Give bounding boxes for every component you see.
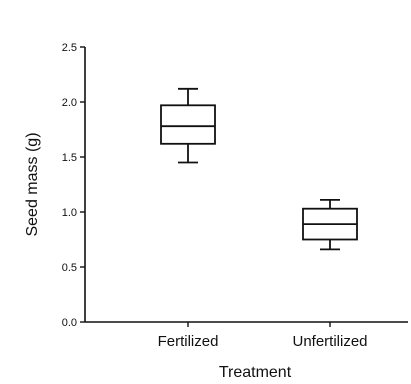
y-tick-label: 0.0 <box>62 317 77 329</box>
y-ticks: 0.0 0.5 1.0 1.5 2.0 2.5 <box>62 42 85 329</box>
y-tick-label: 1.0 <box>62 207 77 219</box>
box-fertilized <box>160 87 216 164</box>
x-category-label: Unfertilized <box>292 333 367 350</box>
y-tick-label: 1.5 <box>62 152 77 164</box>
interquartile-box <box>160 104 216 145</box>
x-axis: Fertilized Unfertilized <box>85 321 408 350</box>
y-tick-label: 2.0 <box>62 97 77 109</box>
y-tick-label: 2.5 <box>62 42 77 54</box>
x-category-label: Fertilized <box>158 333 219 350</box>
box-unfertilized <box>302 198 358 251</box>
box-series <box>160 87 358 251</box>
y-axis: 0.0 0.5 1.0 1.5 2.0 2.5 <box>62 42 86 329</box>
y-axis-title: Seed mass (g) <box>24 132 41 236</box>
x-category-labels: Fertilized Unfertilized <box>158 322 368 350</box>
x-axis-title: Treatment <box>219 364 292 381</box>
y-tick-label: 0.5 <box>62 262 77 274</box>
